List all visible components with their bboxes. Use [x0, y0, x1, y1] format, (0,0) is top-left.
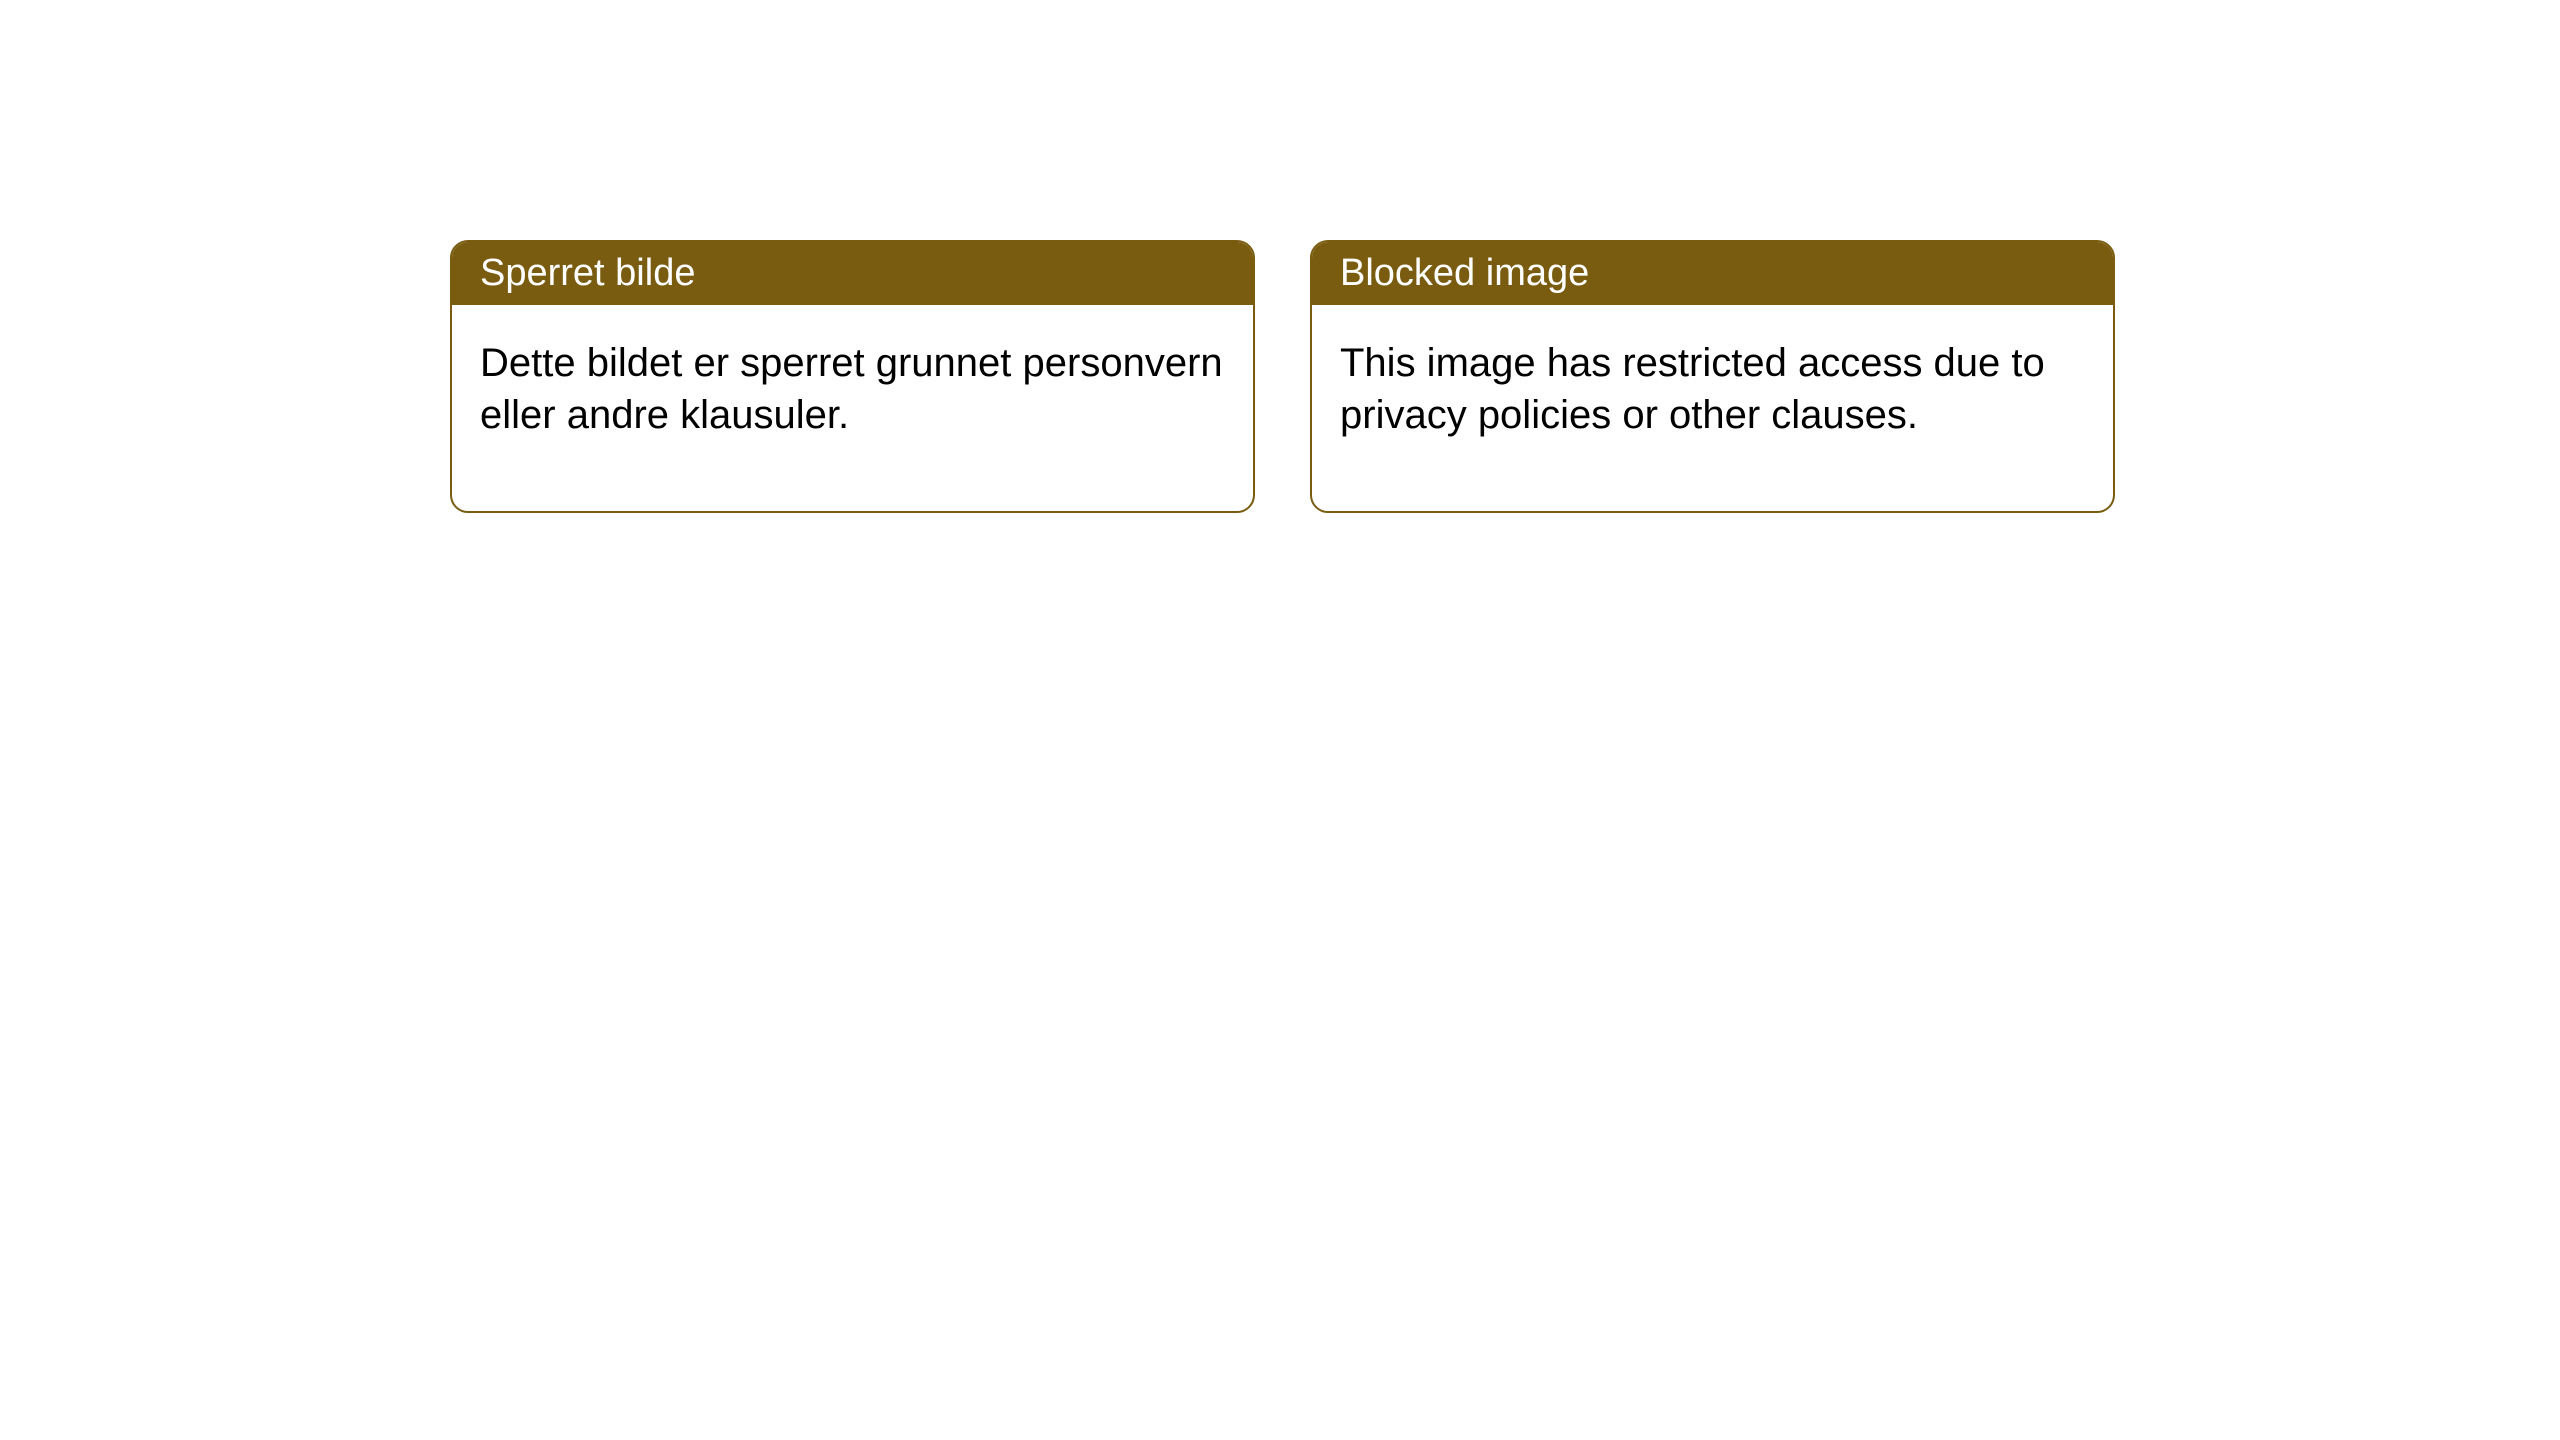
notice-body: This image has restricted access due to …	[1312, 305, 2113, 511]
notice-container: Sperret bilde Dette bildet er sperret gr…	[450, 240, 2115, 513]
notice-card-english: Blocked image This image has restricted …	[1310, 240, 2115, 513]
notice-card-norwegian: Sperret bilde Dette bildet er sperret gr…	[450, 240, 1255, 513]
notice-title: Sperret bilde	[452, 242, 1253, 305]
notice-title: Blocked image	[1312, 242, 2113, 305]
notice-body: Dette bildet er sperret grunnet personve…	[452, 305, 1253, 511]
